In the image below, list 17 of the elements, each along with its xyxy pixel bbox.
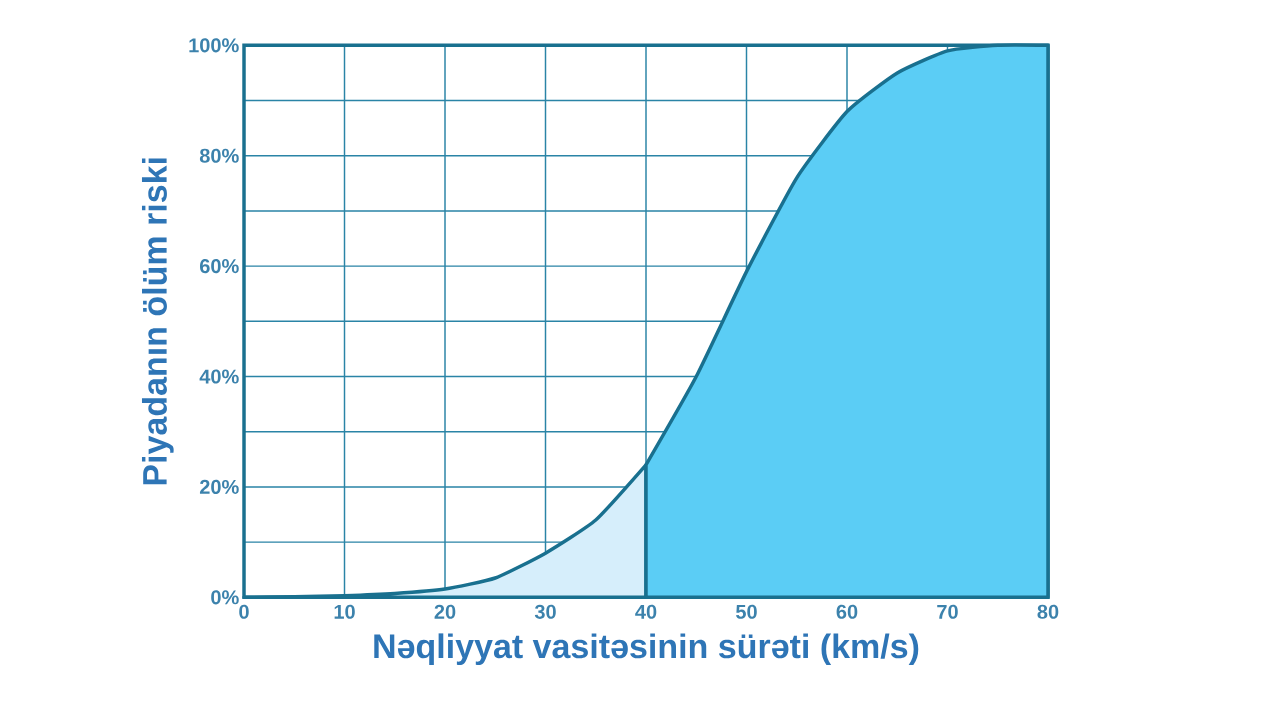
x-tick-label: 50 bbox=[735, 604, 757, 619]
y-tick-label: 100% bbox=[189, 38, 239, 53]
x-tick-label: 80 bbox=[1037, 604, 1059, 619]
y-tick-label: 0% bbox=[211, 590, 239, 605]
x-tick-label: 0 bbox=[239, 604, 249, 619]
x-tick-label: 30 bbox=[534, 604, 556, 619]
x-tick-label: 20 bbox=[434, 604, 456, 619]
x-tick-label: 60 bbox=[836, 604, 858, 619]
y-tick-label: 80% bbox=[199, 148, 239, 163]
y-tick-label: 40% bbox=[199, 369, 239, 384]
y-axis-title: Piyadanın ölüm riski bbox=[141, 158, 174, 485]
y-tick-label: 20% bbox=[199, 479, 239, 494]
x-tick-label: 70 bbox=[937, 604, 958, 619]
x-axis-title: Nəqliyyat vasitəsinin sürəti (km/s) bbox=[374, 633, 919, 666]
y-tick-label: 60% bbox=[200, 259, 239, 274]
x-tick-label: 40 bbox=[635, 604, 657, 619]
x-tick-label: 10 bbox=[334, 604, 355, 619]
